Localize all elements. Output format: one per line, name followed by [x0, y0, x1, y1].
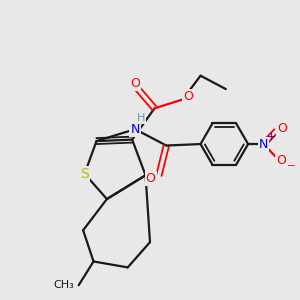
Text: +: +	[267, 132, 275, 142]
Text: O: O	[276, 154, 286, 166]
Text: O: O	[277, 122, 287, 134]
Text: O: O	[130, 76, 140, 90]
Text: O: O	[146, 172, 155, 185]
Text: S: S	[80, 167, 89, 181]
Text: N: N	[259, 138, 268, 151]
Text: CH₃: CH₃	[53, 280, 74, 290]
Text: O: O	[183, 90, 193, 103]
Text: H: H	[137, 113, 145, 123]
Text: −: −	[287, 161, 296, 171]
Text: N: N	[130, 123, 140, 136]
